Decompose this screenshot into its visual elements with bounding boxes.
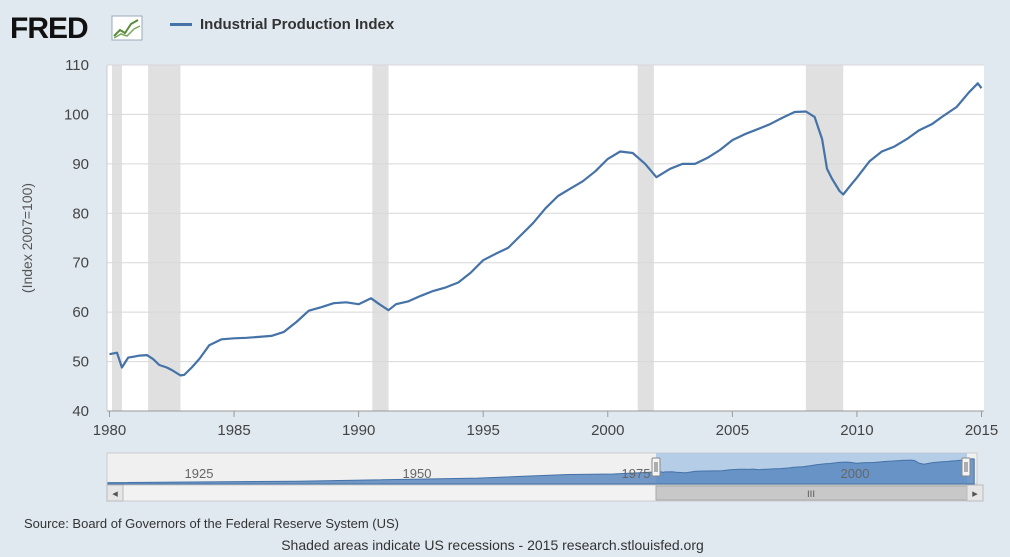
y-tick-labels: 40 50 60 70 80 90 100 110 (64, 57, 89, 420)
fred-logo-graphic: FRED (10, 12, 143, 45)
navigator-handle-right[interactable] (961, 457, 971, 477)
x-tick-label: 1985 (217, 422, 250, 439)
series-line-industrial-production[interactable] (109, 82, 983, 377)
y-tick-label: 100 (64, 106, 89, 123)
x-tick-label: 2010 (840, 422, 873, 439)
x-tick-label: 2015 (965, 422, 998, 439)
x-tick-label: 2000 (591, 422, 624, 439)
chart-area[interactable]: 1980 1985 1990 1995 2000 2005 2010 2015 40 50 60 7… (0, 0, 1010, 510)
recession-band (805, 65, 844, 411)
recession-band (148, 65, 181, 411)
navigator-label: 1950 (403, 466, 432, 481)
fred-logo[interactable]: FRED (10, 8, 150, 49)
y-tick-label: 50 (72, 354, 89, 371)
fred-chart-icon (111, 15, 143, 41)
scroll-right-arrow-icon: ▸ (972, 487, 978, 500)
scrollbar-grip-icon: III (807, 490, 815, 500)
x-tick-label: 1980 (93, 422, 126, 439)
legend-label: Industrial Production Index (200, 16, 395, 33)
navigator-labels: 1925 1950 1975 2000 (185, 466, 870, 481)
footer-note[interactable]: Shaded areas indicate US recessions - 20… (281, 537, 704, 553)
y-tick-label: 90 (72, 156, 89, 173)
x-tick-label: 1995 (467, 422, 500, 439)
scroll-right-button[interactable] (966, 484, 984, 502)
legend-swatch (170, 23, 192, 26)
recession-band (372, 65, 389, 411)
scrollbar[interactable]: ◂ III ▸ (106, 484, 984, 502)
chart-legend[interactable]: Industrial Production Index (170, 16, 394, 33)
x-tick-label: 2005 (716, 422, 749, 439)
x-tick-label: 1990 (342, 422, 375, 439)
source-note: Source: Board of Governors of the Federa… (24, 516, 399, 531)
y-tick-label: 80 (72, 205, 89, 222)
fred-logo-text: FRED (10, 12, 88, 44)
navigator-handle-left[interactable] (651, 457, 661, 477)
y-tick-label: 70 (72, 255, 89, 272)
recession-band (111, 65, 122, 411)
y-tick-label: 60 (72, 304, 89, 321)
recession-band (637, 65, 654, 411)
navigator-label: 2000 (841, 466, 870, 481)
navigator-series-area (107, 458, 975, 485)
x-tick-labels: 1980 1985 1990 1995 2000 2005 2010 2015 (93, 411, 998, 439)
scroll-left-arrow-icon: ◂ (112, 487, 118, 500)
navigator[interactable]: 1925 1950 1975 2000 (106, 452, 978, 485)
y-axis-title: (Index 2007=100) (19, 183, 35, 293)
scroll-left-button[interactable] (106, 484, 124, 502)
y-tick-label: 40 (72, 403, 89, 420)
navigator-label: 1925 (185, 466, 214, 481)
recession-bands (111, 65, 844, 411)
navigator-label: 1975 (622, 466, 651, 481)
y-tick-label: 110 (65, 57, 89, 74)
plot-background (107, 65, 984, 411)
